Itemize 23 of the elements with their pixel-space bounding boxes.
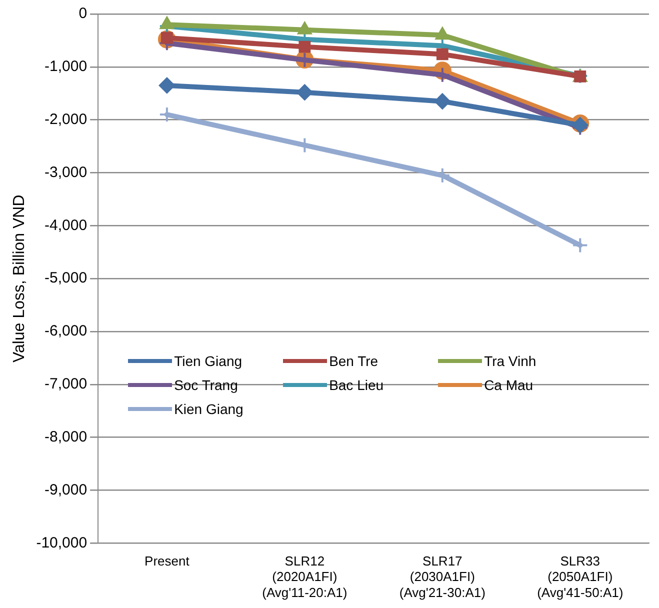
y-tick-label: -5,000 [44,270,88,287]
y-tick-label: -8,000 [44,428,88,446]
y-tick-label: -9,000 [44,481,88,498]
legend-label: Bac Lieu [329,376,384,393]
y-tick-label: -2,000 [44,110,88,128]
legend-label: Soc Trang [174,376,238,393]
y-tick-label: -4,000 [44,216,88,234]
legend-label: Tra Vinh [484,352,536,369]
x-tick-label: SLR33 (2050A1FI) (Avg'41-50:A1) [537,554,624,600]
x-tick-label: Present [144,554,190,569]
x-tick-label: SLR17 (2030A1FI) (Avg'21-30:A1) [399,554,486,600]
legend-label: Ben Tre [329,352,378,369]
y-tick-label: -3,000 [44,164,88,181]
legend-label: Ca Mau [484,376,534,393]
legend-label: Kien Giang [174,400,244,417]
y-axis-title: Value Loss, Billion VND [11,194,28,362]
y-tick-label: -1,000 [44,58,88,76]
y-tick-label: -6,000 [44,322,88,340]
y-tick-label: 0 [78,5,88,22]
x-tick-label: SLR12 (2020A1FI) (Avg'11-20:A1) [262,554,348,600]
legend-label: Tien Giang [174,352,242,369]
y-tick-label: -10,000 [36,534,88,552]
y-tick-label: -7,000 [44,376,88,393]
